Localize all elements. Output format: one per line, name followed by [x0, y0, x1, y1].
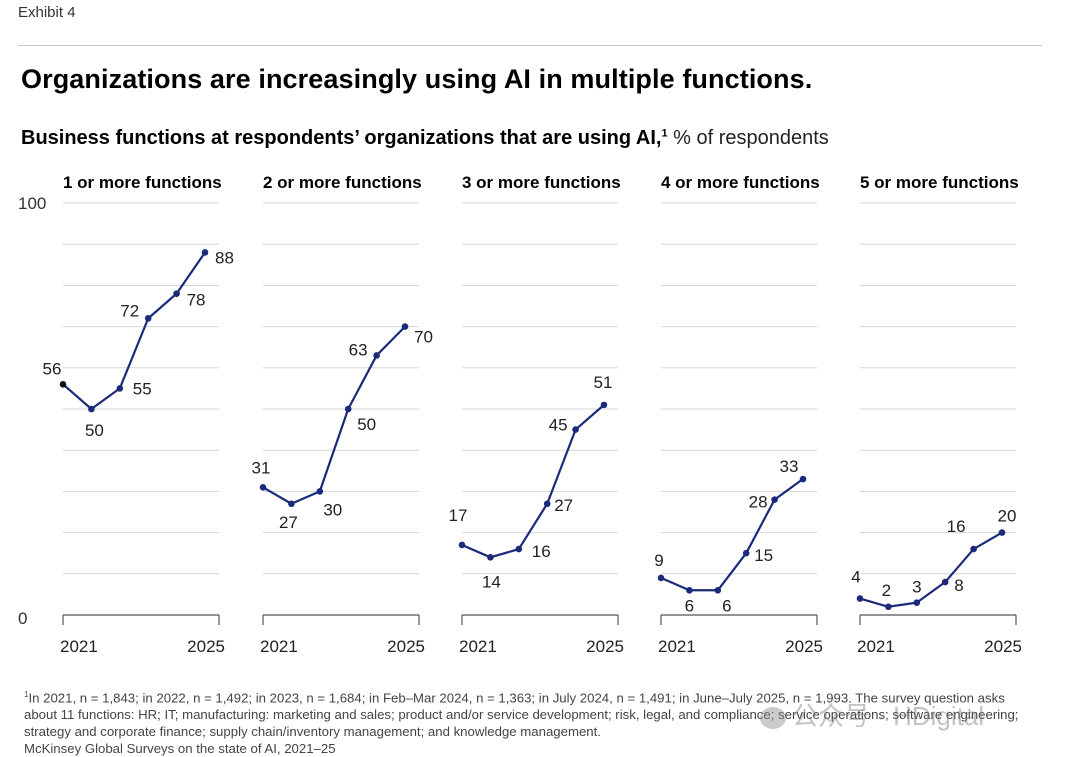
- footnote-marker: 1: [24, 690, 29, 699]
- panel-title: 4 or more functions: [661, 173, 820, 192]
- panel-title: 2 or more functions: [263, 173, 422, 192]
- series-line: [859, 531, 1003, 608]
- data-label: 51: [594, 373, 613, 392]
- data-label: 17: [449, 506, 468, 525]
- data-label: 78: [187, 291, 206, 310]
- data-label: 2: [882, 581, 891, 600]
- chart-subtitle: Business functions at respondents’ organ…: [21, 127, 829, 150]
- x-tick-label: 2021: [60, 637, 98, 656]
- data-label: 3: [912, 578, 921, 597]
- data-point: [201, 249, 209, 256]
- data-point: [771, 496, 778, 503]
- x-tick-label: 2025: [984, 637, 1022, 656]
- data-label: 50: [85, 421, 104, 440]
- footnote-text: In 2021, n = 1,843; in 2022, n = 1,492; …: [24, 690, 1019, 740]
- series-line: [262, 325, 406, 505]
- data-point: [458, 541, 466, 549]
- wechat-icon: [760, 707, 786, 730]
- y-tick-label-100: 100: [18, 194, 46, 213]
- x-tick-label: 2021: [857, 637, 895, 656]
- panel-title: 5 or more functions: [860, 173, 1019, 192]
- data-label: 16: [947, 517, 966, 536]
- top-divider: [18, 45, 1042, 46]
- data-point: [288, 500, 295, 508]
- y-tick-label-0: 0: [18, 609, 27, 628]
- series-line: [461, 404, 605, 559]
- data-label: 55: [133, 379, 152, 398]
- data-point: [856, 595, 864, 602]
- small-multiples-line-chart: 0 100 1 or more functions 2021 2025 56 50 55 72 7…: [18, 173, 1022, 656]
- data-point: [572, 426, 579, 433]
- x-tick-label: 2025: [586, 637, 624, 656]
- data-label: 33: [780, 457, 799, 476]
- data-point: [259, 483, 267, 491]
- data-point: [970, 545, 977, 553]
- x-tick-label: 2021: [658, 637, 696, 656]
- x-tick-label: 2021: [260, 637, 298, 656]
- watermark: 公众号 · HDigital: [760, 696, 984, 733]
- x-tick-label: 2025: [785, 637, 823, 656]
- subtitle-main: Business functions at respondents’ organ…: [21, 127, 662, 149]
- data-label: 88: [215, 248, 234, 267]
- subtitle-footnote-marker: 1: [661, 127, 668, 140]
- data-point: [600, 401, 608, 409]
- data-point: [742, 549, 750, 557]
- data-point: [59, 380, 67, 388]
- data-point: [998, 529, 1006, 536]
- data-label: 31: [252, 458, 271, 477]
- data-label: 20: [998, 507, 1017, 526]
- data-label: 16: [532, 542, 551, 561]
- data-point: [144, 315, 152, 322]
- data-label: 30: [323, 500, 342, 519]
- data-point: [401, 323, 409, 330]
- data-point: [885, 603, 892, 611]
- data-point: [173, 290, 180, 297]
- data-label: 45: [549, 416, 568, 435]
- data-label: 6: [685, 596, 694, 615]
- footnote: 1In 2021, n = 1,843; in 2022, n = 1,492;…: [24, 686, 1024, 757]
- x-tick-label: 2025: [387, 637, 425, 656]
- data-label: 63: [349, 340, 368, 359]
- data-point: [88, 405, 95, 413]
- data-label: 14: [482, 572, 501, 591]
- data-point: [657, 574, 665, 582]
- x-tick-label: 2021: [459, 637, 497, 656]
- data-point: [116, 385, 124, 392]
- data-point: [515, 545, 523, 553]
- data-point: [686, 586, 693, 594]
- panel-title: 3 or more functions: [462, 173, 621, 192]
- data-point: [344, 405, 352, 413]
- data-point: [913, 599, 921, 606]
- data-label: 8: [954, 576, 963, 595]
- data-point: [799, 475, 807, 483]
- subtitle-unit: % of respondents: [667, 127, 829, 149]
- data-label: 70: [414, 328, 433, 347]
- data-label: 27: [279, 513, 298, 532]
- data-label: 50: [357, 415, 376, 434]
- data-point: [487, 554, 494, 561]
- panel-title: 1 or more functions: [63, 173, 222, 192]
- source-note: McKinsey Global Surveys on the state of …: [24, 741, 336, 757]
- exhibit-label: Exhibit 4: [18, 4, 76, 21]
- data-point: [543, 500, 551, 508]
- x-tick-label: 2025: [187, 637, 225, 656]
- data-label: 72: [120, 301, 139, 320]
- headline: Organizations are increasingly using AI …: [21, 64, 813, 94]
- data-label: 15: [754, 546, 773, 565]
- series-line: [62, 251, 206, 411]
- data-point: [714, 586, 722, 594]
- data-point: [941, 578, 949, 586]
- data-label: 9: [654, 551, 663, 570]
- data-point: [316, 488, 324, 495]
- data-label: 27: [554, 496, 573, 515]
- data-label: 6: [722, 596, 731, 615]
- watermark-text: 公众号 · HDigital: [792, 701, 985, 731]
- data-label: 56: [43, 359, 62, 378]
- data-point: [373, 352, 380, 359]
- data-label: 4: [851, 568, 860, 587]
- series-line: [660, 478, 804, 592]
- data-label: 28: [749, 493, 768, 512]
